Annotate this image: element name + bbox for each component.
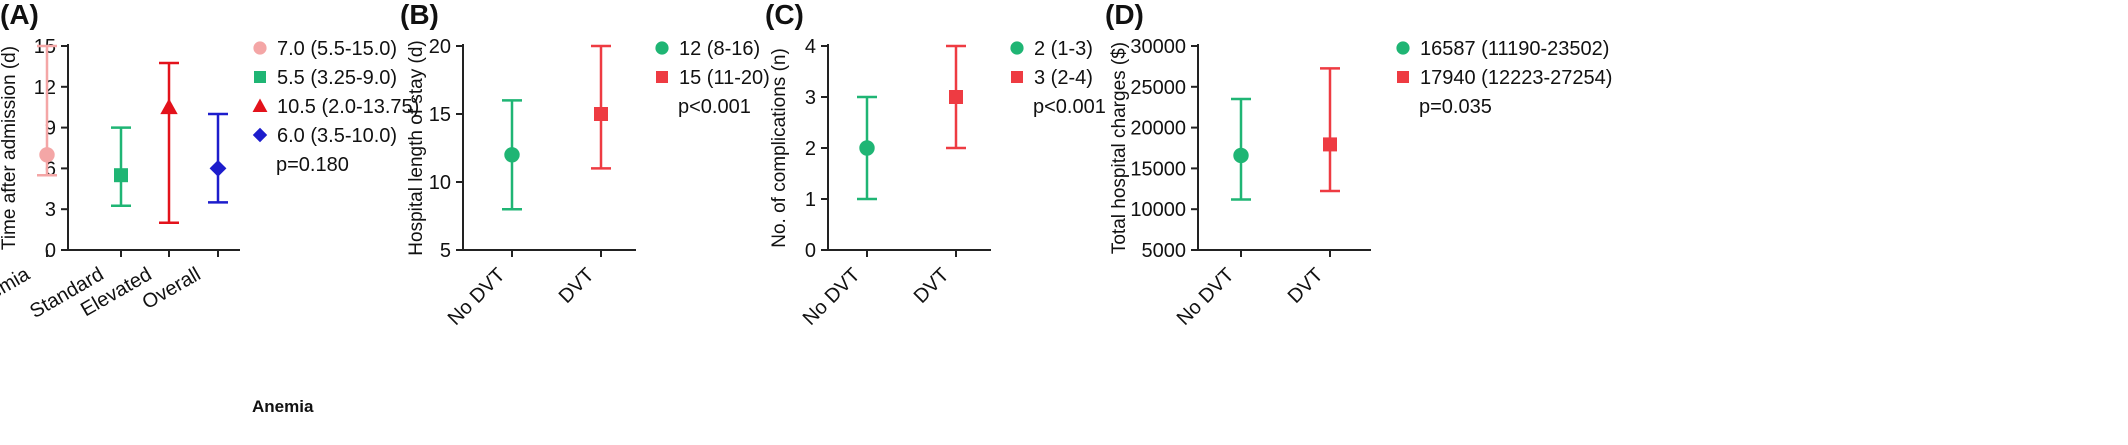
y-tick-label: 0: [805, 240, 816, 262]
median-marker: [859, 140, 875, 156]
legend-marker: [252, 127, 268, 143]
y-tick-label: 20: [429, 36, 451, 58]
legend-marker: [1397, 71, 1409, 83]
y-axis-title: Time after admission (d): [0, 46, 20, 250]
median-marker: [1323, 137, 1337, 152]
y-tick-label: 10000: [1130, 199, 1186, 221]
y-tick-label: 9: [45, 118, 56, 140]
p-value: p=0.035: [1419, 96, 1492, 118]
panel-label: (D): [1105, 0, 1144, 30]
x-tick-label: No DVT: [444, 264, 510, 330]
y-tick-label: 25000: [1130, 77, 1186, 99]
panel-a: (A) 0 3 6 9 12 15 Time after admission (d) Anemi…: [0, 0, 419, 445]
x-tick-label: DVT: [1284, 264, 1328, 308]
series-1: [946, 44, 966, 150]
y-axis-title: No. of complications (n): [769, 48, 790, 248]
series-0: [1231, 97, 1251, 201]
series-1: [1320, 67, 1340, 193]
legend-marker: [656, 71, 668, 83]
median-marker: [504, 147, 520, 163]
series-2: [159, 61, 179, 225]
legend-marker: [655, 41, 669, 55]
series-3: [208, 112, 228, 204]
p-value: p=0.180: [276, 154, 349, 176]
median-marker: [39, 147, 55, 163]
panel-label: (A): [0, 0, 39, 30]
y-tick-label: 30000: [1130, 36, 1186, 58]
p-value: p<0.001: [1033, 96, 1106, 118]
median-marker: [1233, 147, 1249, 164]
y-tick-label: 5000: [1142, 240, 1187, 262]
legend-marker: [252, 98, 268, 112]
panel-label: (C): [765, 0, 804, 30]
y-tick-label: 20000: [1130, 118, 1186, 140]
chart-panel-c: (C) 0 1 2 3 4 No. of complications (n) No DVT DV…: [765, 0, 1106, 330]
legend-entry: 12 (8-16): [679, 38, 760, 60]
panel-label: (B): [400, 0, 439, 30]
legend-entry: 17940 (12223-27254): [1420, 67, 1612, 89]
y-tick-label: 10: [429, 172, 451, 194]
y-tick-label: 5: [440, 240, 451, 262]
y-tick-label: 2: [805, 138, 816, 160]
median-marker: [209, 160, 227, 177]
legend-marker: [1396, 41, 1410, 55]
series-0: [502, 99, 522, 211]
median-marker: [594, 107, 608, 121]
median-marker: [114, 168, 128, 183]
legend-entry: 15 (11-20): [679, 67, 770, 89]
median-marker: [160, 98, 178, 115]
legend-marker: [254, 71, 266, 83]
legend-marker: [1011, 71, 1023, 83]
panel-b: (B) 5 10 15 20 Hospital length of stay (d) No …: [400, 0, 770, 445]
y-tick-label: 3: [45, 199, 56, 221]
legend-entry: 16587 (11190-23502): [1420, 38, 1609, 60]
legend-entry: 5.5 (3.25-9.0): [277, 67, 397, 89]
legend-entry: 3 (2-4): [1034, 67, 1093, 89]
x-tick-label: No DVT: [1173, 264, 1239, 330]
y-tick-label: 0: [45, 240, 56, 262]
y-tick-label: 15: [429, 104, 451, 126]
y-tick-label: 15000: [1130, 158, 1186, 180]
x-tick-label: DVT: [555, 264, 599, 308]
y-tick-label: 4: [805, 36, 816, 58]
legend-entry: 10.5 (2.0-13.75): [277, 96, 419, 118]
y-tick-label: 6: [45, 158, 56, 180]
y-axis-title: Total hospital charges ($): [1109, 42, 1130, 254]
series-0: [857, 95, 877, 201]
panel-d: (D) 5000 10000 15000 20000 25000 30000 Total ho…: [1105, 0, 2120, 445]
series-0: [37, 44, 57, 177]
series-1: [111, 126, 131, 208]
series-1: [591, 44, 611, 170]
x-tick-label: DVT: [910, 264, 954, 308]
y-axis-title: Hospital length of stay (d): [406, 40, 427, 255]
y-tick-label: 3: [805, 87, 816, 109]
legend-entry: 6.0 (3.5-10.0): [277, 125, 397, 147]
y-tick-label: 1: [805, 189, 816, 211]
legend-marker: [253, 41, 267, 55]
legend-entry: 7.0 (5.5-15.0): [277, 38, 397, 60]
legend-entry: 2 (1-3): [1034, 38, 1093, 60]
y-tick-label: 12: [34, 77, 56, 99]
p-value: p<0.001: [678, 96, 751, 118]
x-axis-title: Anemia: [252, 397, 314, 416]
legend-marker: [1010, 41, 1024, 55]
panel-c: (C) 0 1 2 3 4 No. of complications (n) No DVT DV…: [765, 0, 1125, 445]
x-tick-label: No DVT: [799, 264, 865, 330]
median-marker: [949, 90, 963, 104]
